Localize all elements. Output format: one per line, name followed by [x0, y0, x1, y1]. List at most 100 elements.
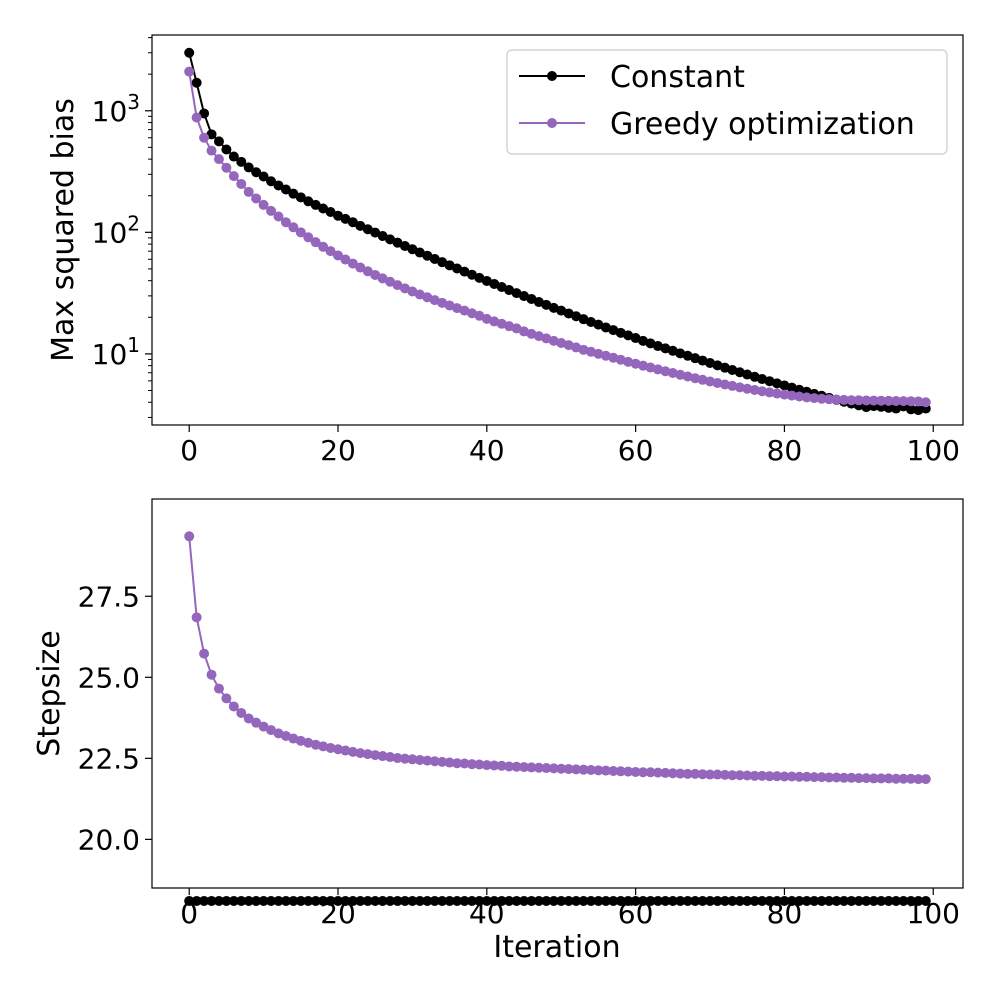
y-tick-label: 27.5 [78, 580, 140, 613]
data-point [206, 895, 217, 906]
data-point [243, 895, 254, 906]
data-point [333, 895, 344, 906]
data-point [585, 765, 596, 775]
data-point [853, 773, 864, 784]
data-point [675, 369, 686, 380]
data-point [310, 199, 321, 210]
data-point [258, 171, 269, 182]
data-point [764, 771, 775, 782]
data-point [824, 772, 835, 783]
data-point [868, 395, 879, 406]
data-point [742, 383, 753, 394]
data-point [251, 717, 262, 728]
data-point [660, 895, 671, 906]
data-point [347, 895, 358, 906]
data-point [801, 771, 812, 782]
data-point [496, 895, 507, 906]
data-point [690, 768, 701, 779]
data-point [288, 222, 299, 233]
data-point [608, 765, 619, 776]
data-point [414, 895, 425, 906]
data-point [883, 895, 894, 906]
data-point [191, 895, 202, 906]
data-point [749, 895, 760, 906]
data-point [913, 396, 924, 407]
data-point [883, 395, 894, 406]
data-point [645, 767, 656, 778]
data-point [251, 895, 262, 906]
data-point [846, 895, 857, 906]
data-point [429, 895, 440, 906]
data-point [243, 713, 254, 724]
data-point [526, 895, 537, 906]
data-point [697, 374, 708, 385]
data-point [838, 895, 849, 906]
data-point [831, 895, 842, 906]
data-point [310, 739, 321, 750]
data-point [325, 246, 336, 257]
data-point [682, 895, 693, 906]
data-point [809, 772, 820, 783]
data-point [578, 895, 589, 906]
data-point [779, 771, 790, 782]
data-point [705, 376, 716, 387]
data-point [213, 683, 224, 694]
data-point [690, 895, 701, 906]
legend: Constant Greedy optimization [506, 49, 948, 155]
data-point [757, 386, 768, 397]
data-point [690, 373, 701, 384]
data-point [824, 895, 835, 906]
data-point [243, 162, 254, 173]
data-point [556, 763, 567, 774]
x-tick-label: 0 [180, 434, 198, 467]
data-point [288, 188, 299, 199]
data-point [771, 771, 782, 782]
data-point [318, 203, 329, 214]
data-point [370, 227, 381, 238]
data-point [362, 266, 373, 277]
data-point [221, 895, 232, 906]
data-point [898, 396, 909, 407]
data-point [437, 895, 448, 906]
data-point [362, 224, 373, 235]
data-point [891, 895, 902, 906]
data-point [228, 151, 239, 162]
y-tick-label: 101 [92, 333, 140, 371]
data-point [533, 895, 544, 906]
legend-marker [547, 118, 557, 128]
data-point [303, 232, 314, 243]
data-point [251, 167, 262, 178]
data-point [705, 769, 716, 780]
data-point [392, 237, 403, 248]
data-point [585, 895, 596, 906]
data-point [385, 895, 396, 906]
data-point [355, 895, 366, 906]
data-point [206, 669, 217, 680]
data-point [913, 774, 924, 785]
data-point [295, 227, 306, 238]
data-point [437, 756, 448, 767]
data-point [905, 404, 916, 415]
data-point [868, 895, 879, 906]
data-point [310, 237, 321, 248]
data-point [571, 764, 582, 775]
data-point [191, 112, 202, 123]
data-point [377, 230, 388, 241]
data-point [466, 759, 477, 770]
data-point [340, 745, 351, 756]
data-point [355, 262, 366, 273]
data-point [362, 895, 373, 906]
data-point [221, 693, 232, 704]
data-point [325, 742, 336, 753]
data-point [385, 276, 396, 287]
data-point [712, 769, 723, 780]
data-point [318, 741, 329, 752]
data-point [541, 763, 552, 774]
data-point [489, 760, 500, 771]
data-point [883, 402, 894, 413]
data-point [749, 770, 760, 781]
data-point [719, 769, 730, 780]
data-point [266, 895, 277, 906]
data-point [280, 217, 291, 228]
